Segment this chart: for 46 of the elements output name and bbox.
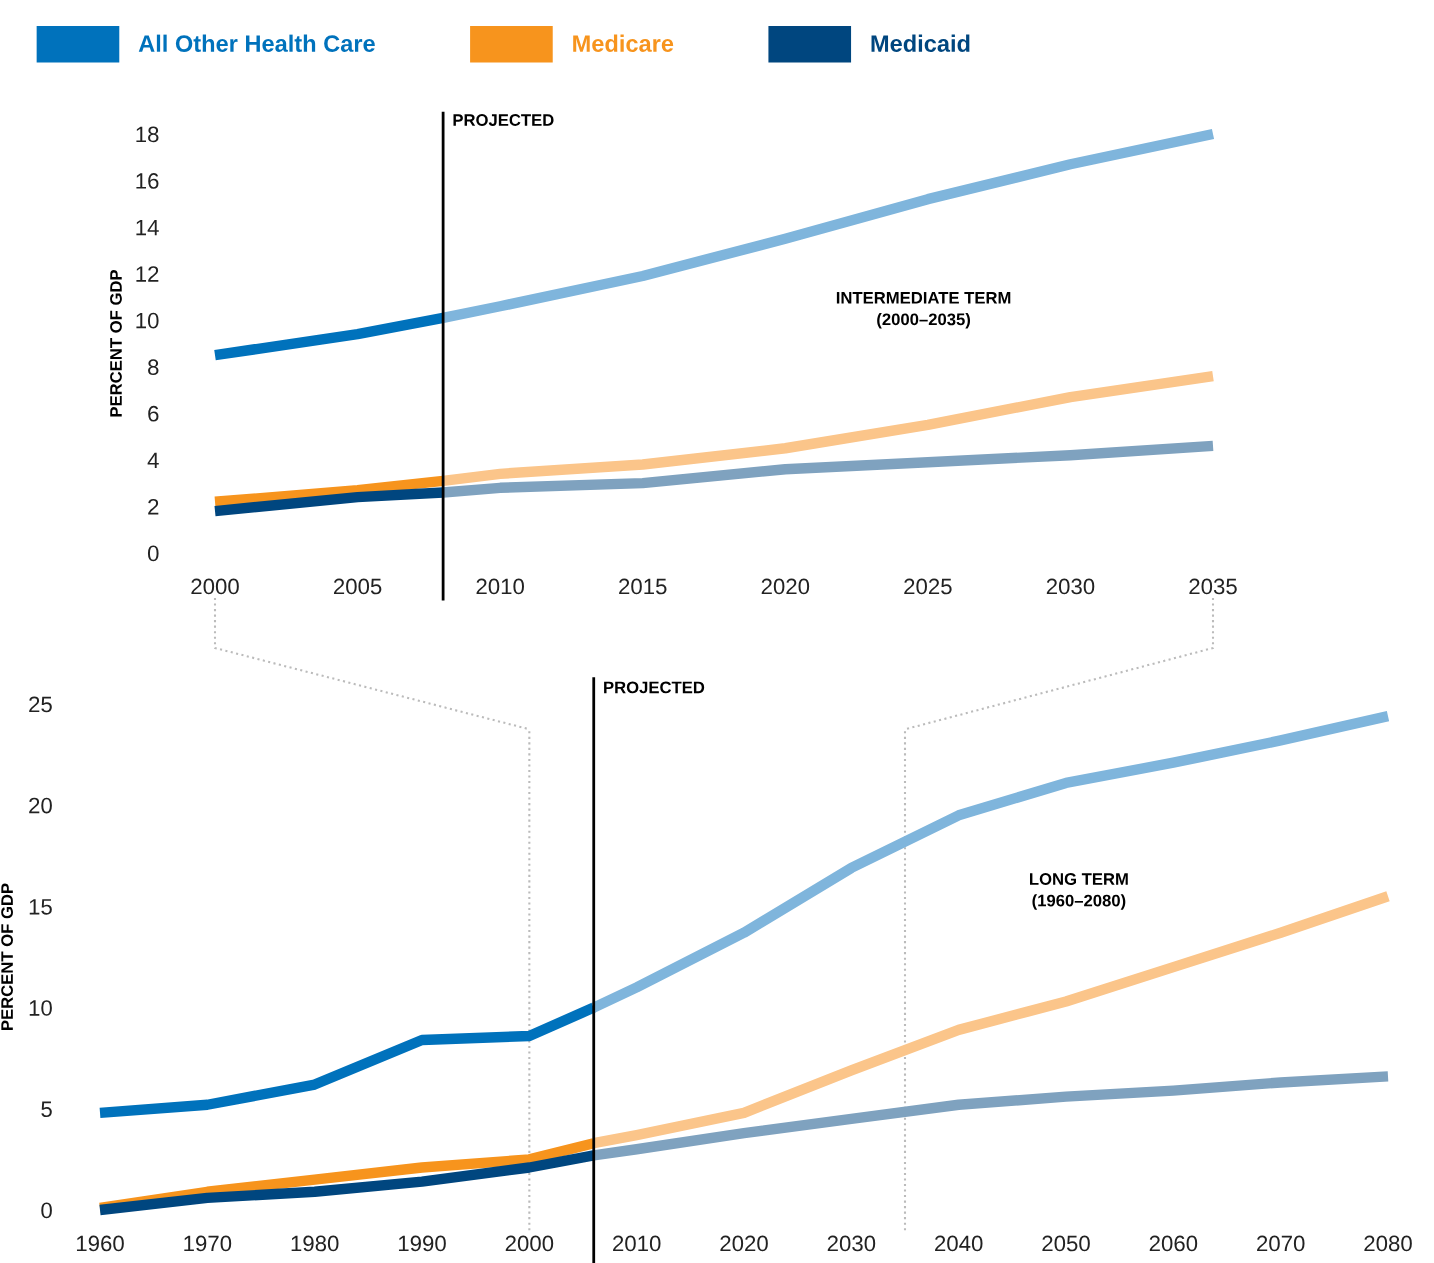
- x-tick-label: 2050: [1042, 1235, 1090, 1252]
- y-tick-label: 0: [41, 1202, 52, 1219]
- ref-line-label: PROJECTED: [453, 114, 554, 126]
- x-tick-label: 2010: [476, 578, 524, 595]
- x-tick-label: 2025: [904, 578, 952, 595]
- x-tick-label: 2030: [1046, 578, 1095, 595]
- x-tick-label: 2040: [935, 1235, 983, 1252]
- x-tick-label: 2070: [1257, 1235, 1305, 1252]
- x-tick-label: 2020: [761, 578, 810, 595]
- legend-label: All Other Health Care: [138, 34, 375, 52]
- x-tick-label: 2015: [619, 578, 667, 595]
- y-tick-label: 10: [29, 1000, 52, 1016]
- x-tick-label: 2010: [613, 1235, 661, 1252]
- y-tick-label: 8: [148, 359, 159, 376]
- x-tick-label: 2020: [720, 1235, 768, 1252]
- y-axis-title: PERCENT OF GDP: [1, 883, 13, 1030]
- x-tick-label: 1980: [291, 1235, 339, 1252]
- legend-label: Medicare: [573, 34, 674, 52]
- ref-line-label: PROJECTED: [604, 681, 705, 694]
- y-tick-label: 16: [136, 173, 159, 189]
- y-tick-label: 20: [29, 797, 52, 814]
- x-tick-label: 2030: [827, 1235, 876, 1252]
- y-axis-title: PERCENT OF GDP: [110, 269, 122, 417]
- y-tick-label: 25: [29, 696, 52, 713]
- x-tick-label: 2000: [505, 1235, 554, 1252]
- legend-label: Medicaid: [871, 34, 970, 52]
- y-tick-label: 14: [136, 219, 159, 236]
- x-tick-label: 2060: [1149, 1235, 1198, 1252]
- y-tick-label: 12: [136, 266, 159, 282]
- x-tick-label: 2005: [333, 578, 382, 595]
- x-tick-label: 1970: [184, 1235, 232, 1252]
- y-tick-label: 6: [148, 405, 159, 422]
- x-tick-label: 2035: [1189, 578, 1237, 595]
- x-tick-label: 1960: [76, 1235, 124, 1252]
- x-tick-label: 1990: [398, 1235, 446, 1252]
- y-tick-label: 5: [41, 1101, 52, 1118]
- annotation: INTERMEDIATE TERM (2000–2035): [836, 292, 1011, 329]
- y-tick-label: 2: [148, 498, 159, 515]
- x-tick-label: 2000: [191, 578, 239, 595]
- y-tick-label: 15: [29, 899, 52, 915]
- y-tick-label: 10: [136, 312, 159, 329]
- y-tick-label: 4: [147, 452, 159, 468]
- y-tick-label: 0: [147, 545, 159, 562]
- annotation: LONG TERM (1960–2080): [1030, 873, 1128, 910]
- x-tick-label: 2080: [1364, 1235, 1412, 1252]
- y-tick-label: 18: [136, 126, 159, 143]
